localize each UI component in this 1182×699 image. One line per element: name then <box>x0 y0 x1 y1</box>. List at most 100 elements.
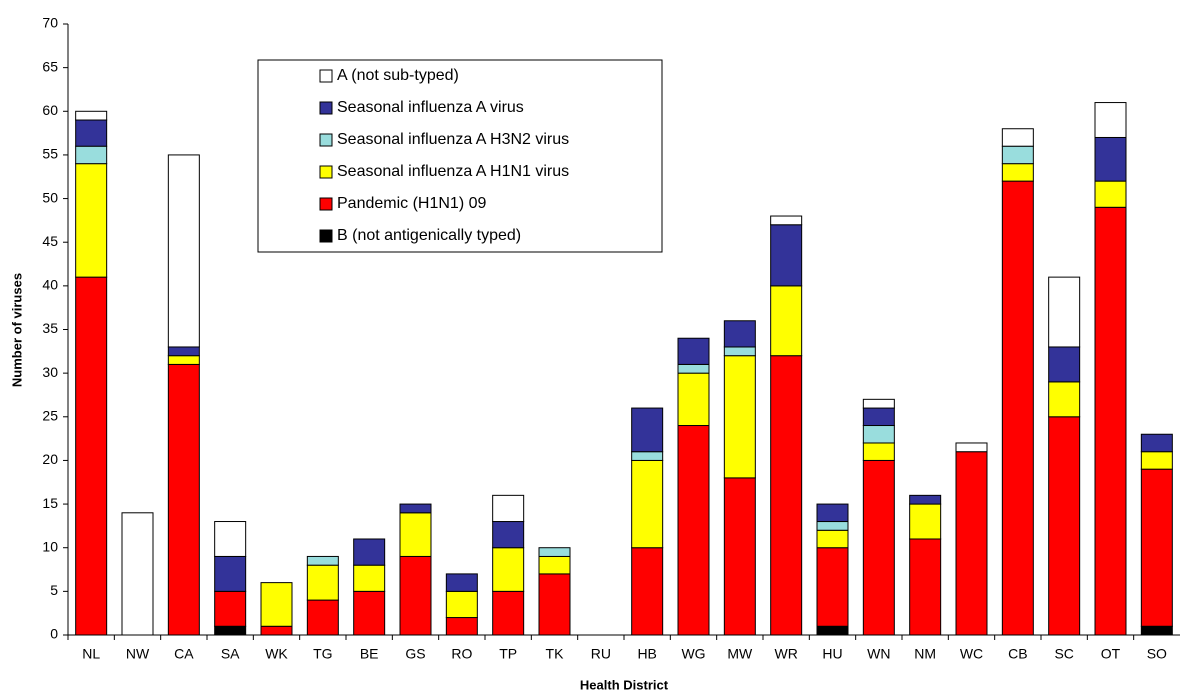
bar-segment <box>1001 163 1034 182</box>
y-tick-label: 70 <box>42 15 58 31</box>
bar-segment <box>909 538 942 636</box>
y-tick-label: 40 <box>42 277 58 293</box>
bar-segment <box>631 407 664 453</box>
bar-segment <box>167 363 200 636</box>
x-axis-label: Health District <box>580 677 669 692</box>
y-tick-label: 15 <box>42 495 58 511</box>
x-tick-label: WN <box>867 646 890 662</box>
bar-segment <box>75 110 108 121</box>
bar-segment <box>816 529 849 549</box>
x-tick-label: HU <box>822 646 842 662</box>
bar-segment <box>909 494 942 505</box>
bar-segment <box>1001 180 1034 636</box>
bar-segment <box>770 215 803 226</box>
x-tick-label: NM <box>914 646 936 662</box>
bar-segment <box>1001 128 1034 147</box>
bar-segment <box>492 590 525 636</box>
legend-swatch <box>319 229 333 243</box>
x-tick-label: RO <box>451 646 472 662</box>
bar-segment <box>214 625 247 636</box>
y-tick-label: 50 <box>42 189 58 205</box>
x-tick-label: OT <box>1101 646 1121 662</box>
legend-swatch <box>319 165 333 179</box>
bar-segment <box>538 555 571 575</box>
x-tick-label: SA <box>221 646 240 662</box>
bar-segment <box>862 407 895 427</box>
bar-segment <box>1094 102 1127 138</box>
x-tick-label: WG <box>681 646 705 662</box>
bar-segment <box>306 599 339 636</box>
x-tick-label: WR <box>775 646 798 662</box>
bar-segment <box>75 163 108 278</box>
bar-segment <box>1094 136 1127 182</box>
x-tick-label: MW <box>727 646 753 662</box>
bar-segment <box>1048 381 1081 418</box>
bar-segment <box>677 372 710 427</box>
bar-segment <box>538 573 571 636</box>
bar-segment <box>677 337 710 365</box>
bar-segment <box>1140 451 1173 470</box>
x-tick-label: SC <box>1054 646 1073 662</box>
bar-segment <box>75 145 108 165</box>
y-tick-label: 30 <box>42 364 58 380</box>
bar-segment <box>862 398 895 409</box>
bar-segment <box>306 555 339 566</box>
bar-segment <box>214 590 247 627</box>
bar-segment <box>167 355 200 365</box>
bar-segment <box>538 547 571 557</box>
bar-segment <box>862 442 895 461</box>
bar-segment <box>816 503 849 523</box>
bar-segment <box>816 625 849 636</box>
bar-segment <box>75 119 108 147</box>
bar-segment <box>167 346 200 357</box>
y-tick-label: 45 <box>42 233 58 249</box>
x-tick-label: CB <box>1008 646 1027 662</box>
y-tick-label: 65 <box>42 58 58 74</box>
bar-segment <box>1140 625 1173 636</box>
bar-segment <box>306 564 339 601</box>
bar-segment <box>399 512 432 557</box>
bar-segment <box>1140 468 1173 627</box>
legend-box <box>257 59 663 253</box>
bar-segment <box>445 590 478 619</box>
y-axis-label: Number of viruses <box>9 273 24 387</box>
bar-segment <box>1094 180 1127 208</box>
bar-segment <box>121 512 154 636</box>
legend-swatch <box>319 69 333 83</box>
legend-label: Seasonal influenza A H1N1 virus <box>337 163 569 180</box>
legend-swatch <box>319 101 333 115</box>
bar-segment <box>1048 346 1081 383</box>
bar-segment <box>167 154 200 348</box>
bar-segment <box>1094 206 1127 636</box>
x-tick-label: WK <box>265 646 288 662</box>
bar-segment <box>399 503 432 514</box>
bar-segment <box>492 494 525 523</box>
legend-label: A (not sub-typed) <box>337 67 459 84</box>
bar-segment <box>770 285 803 357</box>
bar-segment <box>1001 145 1034 165</box>
bar-segment <box>445 617 478 636</box>
bar-segment <box>1140 433 1173 453</box>
bar-segment <box>353 538 386 566</box>
x-tick-label: NL <box>82 646 100 662</box>
x-tick-label: HB <box>637 646 656 662</box>
x-tick-label: WC <box>960 646 983 662</box>
bar-segment <box>353 564 386 592</box>
bar-segment <box>214 555 247 592</box>
x-tick-label: RU <box>591 646 611 662</box>
y-tick-label: 25 <box>42 407 58 423</box>
bar-segment <box>770 355 803 636</box>
bar-segment <box>816 547 849 627</box>
y-tick-label: 5 <box>50 582 58 598</box>
bar-segment <box>955 442 988 453</box>
bar-segment <box>677 363 710 374</box>
legend-label: B (not antigenically typed) <box>337 227 521 244</box>
legend-label: Seasonal influenza A H3N2 virus <box>337 131 569 148</box>
x-tick-label: NW <box>126 646 150 662</box>
y-tick-label: 0 <box>50 626 58 642</box>
legend-label: Pandemic (H1N1) 09 <box>337 195 487 212</box>
bar-segment <box>723 477 756 636</box>
legend-label: Seasonal influenza A virus <box>337 99 524 116</box>
x-tick-label: GS <box>405 646 425 662</box>
x-tick-label: TG <box>313 646 332 662</box>
